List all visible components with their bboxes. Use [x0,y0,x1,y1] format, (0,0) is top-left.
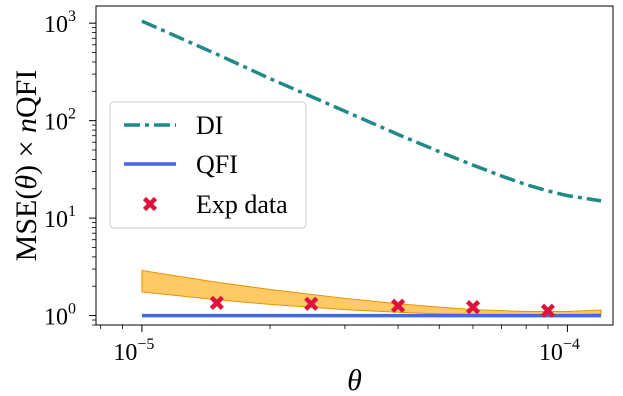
y-tick-label: 103 [44,8,76,38]
legend-label-qfi: QFI [196,150,238,179]
exp-data-markers [209,295,556,318]
y-tick-label: 102 [44,106,76,136]
legend-box [109,101,307,229]
legend-marker-exp [142,196,158,212]
x-tick-label: 10−5 [113,336,154,366]
confidence-band [141,269,602,316]
y-axis-label: MSE(θ) × nQFI [10,70,43,262]
exp-data-point [209,295,224,310]
exp-data-point [390,298,406,313]
confidence-band-area [141,269,602,316]
y-tick-label: 100 [44,301,76,331]
legend: DI QFI Exp data [109,101,307,229]
legend-label-exp-data: Exp data [196,190,288,219]
legend-label-di: DI [196,111,223,140]
legend-marker-x [142,196,158,212]
exp-data-point [540,303,556,318]
plot-frame [95,5,614,326]
axis-ticks: 10−5 10−4 100 101 102 103 [44,8,580,366]
y-tick-label: 101 [44,203,76,233]
exp-data-point [304,296,319,311]
series-lines [141,19,602,318]
x-axis-label: θ [347,364,362,396]
series-line-di [141,19,602,203]
x-tick-label: 10−4 [539,336,580,366]
exp-data-point [465,300,481,315]
